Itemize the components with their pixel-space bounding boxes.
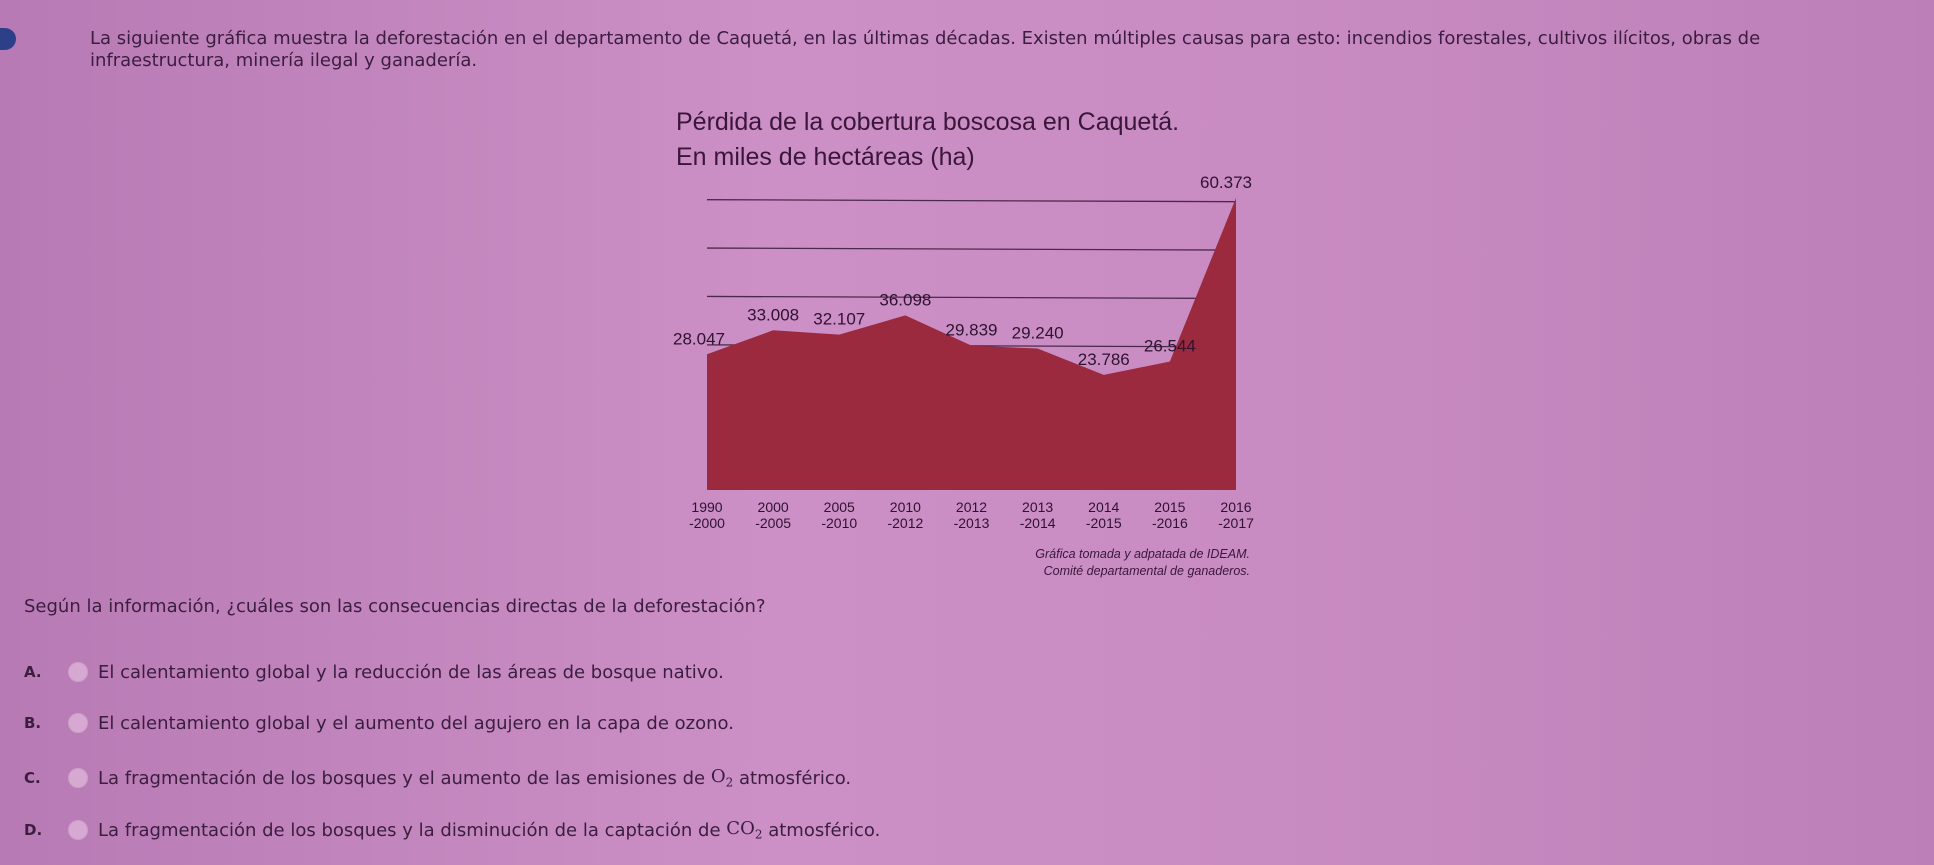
x-tick-label: 1990 — [691, 499, 722, 515]
data-label: 60.373 — [1200, 173, 1252, 192]
x-tick-label: -2005 — [755, 515, 791, 531]
formula-symbol: CO — [726, 818, 755, 840]
area-series — [707, 197, 1236, 491]
intro-line-1: La siguiente gráfica muestra la deforest… — [90, 28, 1761, 49]
gridline — [706, 199, 1237, 203]
x-tick-label: 2005 — [824, 499, 855, 515]
x-tick-label: -2000 — [689, 515, 725, 531]
x-tick-label: -2012 — [887, 515, 923, 531]
x-tick-label: 2016 — [1220, 499, 1251, 515]
option-letter: A. — [24, 663, 42, 681]
x-tick-label: -2017 — [1218, 515, 1254, 531]
data-label: 29.240 — [1012, 324, 1064, 343]
chart-source-line-1: Gráfica tomada y adpatada de IDEAM. — [1035, 547, 1250, 561]
option-text: La fragmentación de los bosques y el aum… — [98, 767, 706, 789]
formula-subscript: 2 — [725, 775, 734, 790]
radio-button[interactable] — [68, 662, 88, 682]
x-tick-label: 2010 — [890, 499, 921, 515]
chart-source-line-2: Comité departamental de ganaderos. — [1043, 564, 1250, 578]
option-letter: C. — [24, 769, 41, 787]
option-text-end: atmosférico. — [768, 819, 881, 841]
x-tick-label: -2015 — [1086, 515, 1122, 531]
option-letter: B. — [24, 714, 42, 732]
option-text: El calentamiento global y la reducción d… — [98, 661, 724, 683]
chart-title: Pérdida de la cobertura boscosa en Caque… — [676, 108, 1180, 136]
option-a[interactable]: A. El calentamiento global y la reducció… — [24, 658, 724, 686]
deforestation-area-chart: 28.047 1990-2000 33.008 2000-2005 32.107 2005… — [673, 173, 1254, 531]
intro-line-2: infraestructura, minería ilegal y ganade… — [90, 50, 478, 71]
formula-symbol: O — [710, 766, 726, 788]
option-text: La fragmentación de los bosques y la dis… — [98, 819, 721, 841]
chemical-formula: O2 — [711, 766, 733, 790]
x-tick-label: 2013 — [1022, 499, 1053, 515]
data-label: 23.786 — [1078, 350, 1130, 369]
option-letter: D. — [24, 821, 43, 839]
x-tick-label: -2010 — [821, 515, 857, 531]
option-d[interactable]: D. La fragmentación de los bosques y la … — [24, 816, 880, 844]
option-c[interactable]: C. La fragmentación de los bosques y el … — [24, 764, 851, 792]
x-tick-label: -2013 — [954, 515, 990, 531]
data-label: 32.107 — [813, 310, 865, 329]
x-tick-label: 2015 — [1154, 499, 1185, 515]
data-label: 29.839 — [946, 321, 998, 340]
question-text: Según la información, ¿cuáles son las co… — [24, 596, 766, 617]
data-label: 36.098 — [879, 290, 931, 309]
x-tick-label: 2000 — [758, 499, 789, 515]
radio-button[interactable] — [68, 820, 88, 840]
data-label: 33.008 — [747, 305, 799, 324]
option-text: El calentamiento global y el aumento del… — [98, 712, 734, 734]
radio-button[interactable] — [68, 768, 88, 788]
x-tick-label: -2014 — [1020, 515, 1056, 531]
question-number-badge — [0, 28, 16, 50]
x-tick-label: 2012 — [956, 499, 987, 515]
x-tick-label: -2016 — [1152, 515, 1188, 531]
x-tick-label: 2014 — [1088, 499, 1119, 515]
option-b[interactable]: B. El calentamiento global y el aumento … — [24, 709, 734, 737]
gridline — [706, 247, 1237, 251]
data-label: 26.544 — [1144, 337, 1196, 356]
gridline — [706, 295, 1237, 300]
chart-subtitle: En miles de hectáreas (ha) — [676, 143, 975, 171]
radio-button[interactable] — [68, 713, 88, 733]
chemical-formula: CO2 — [726, 818, 762, 842]
data-label: 28.047 — [673, 329, 725, 348]
formula-subscript: 2 — [754, 827, 763, 842]
option-text-end: atmosférico. — [739, 767, 852, 789]
